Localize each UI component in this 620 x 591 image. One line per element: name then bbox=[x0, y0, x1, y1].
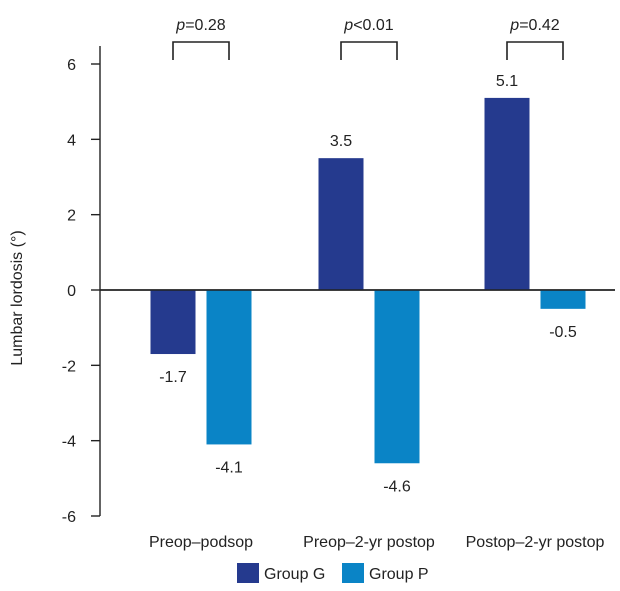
axes-layer: 6 4 2 0 -2 -4 -6 Lumbar lordosis (°) Preop–podso… bbox=[9, 46, 615, 551]
data-label: 3.5 bbox=[330, 133, 352, 150]
bar-group-g bbox=[484, 97, 530, 291]
data-label: 5.1 bbox=[496, 73, 518, 90]
bar-group-p bbox=[540, 290, 586, 309]
bar-group-p bbox=[206, 290, 252, 445]
data-label: -1.7 bbox=[159, 369, 187, 386]
significance-bracket bbox=[506, 41, 564, 60]
y-axis-title: Lumbar lordosis (°) bbox=[9, 230, 26, 365]
y-tick-label: 6 bbox=[67, 57, 76, 74]
labels-layer: -1.7 3.5 5.1 -4.1 -4.6 -0.5 bbox=[159, 73, 577, 495]
y-tick-label: 2 bbox=[67, 208, 76, 225]
bar-group-g bbox=[318, 158, 364, 290]
p-value-label: p<0.01 bbox=[343, 17, 393, 34]
comparison-layer: p=0.28 p<0.01 p=0.42 bbox=[172, 17, 564, 60]
legend-swatch bbox=[342, 563, 364, 583]
category-label: Preop–2-yr postop bbox=[303, 534, 435, 551]
legend-label: Group P bbox=[369, 566, 429, 583]
p-value-label: p=0.42 bbox=[509, 17, 559, 34]
category-label: Postop–2-yr postop bbox=[466, 534, 605, 551]
p-value-label: p=0.28 bbox=[175, 17, 225, 34]
y-tick-label: 4 bbox=[67, 132, 76, 149]
y-tick-label: -4 bbox=[62, 434, 76, 451]
data-label: -4.6 bbox=[383, 478, 411, 495]
legend-label: Group G bbox=[264, 566, 325, 583]
significance-bracket bbox=[172, 41, 230, 60]
legend-swatch bbox=[237, 563, 259, 583]
bar-group-g bbox=[150, 290, 196, 355]
y-tick-label: -2 bbox=[62, 358, 76, 375]
bars-layer bbox=[100, 97, 615, 464]
data-label: -4.1 bbox=[215, 459, 243, 476]
bar-group-p bbox=[374, 290, 420, 464]
data-label: -0.5 bbox=[549, 324, 577, 341]
category-label: Preop–podsop bbox=[149, 534, 253, 551]
y-tick-label: -6 bbox=[62, 509, 76, 526]
legend: Group G Group P bbox=[237, 563, 429, 583]
significance-bracket bbox=[340, 41, 398, 60]
y-tick-label: 0 bbox=[67, 283, 76, 300]
